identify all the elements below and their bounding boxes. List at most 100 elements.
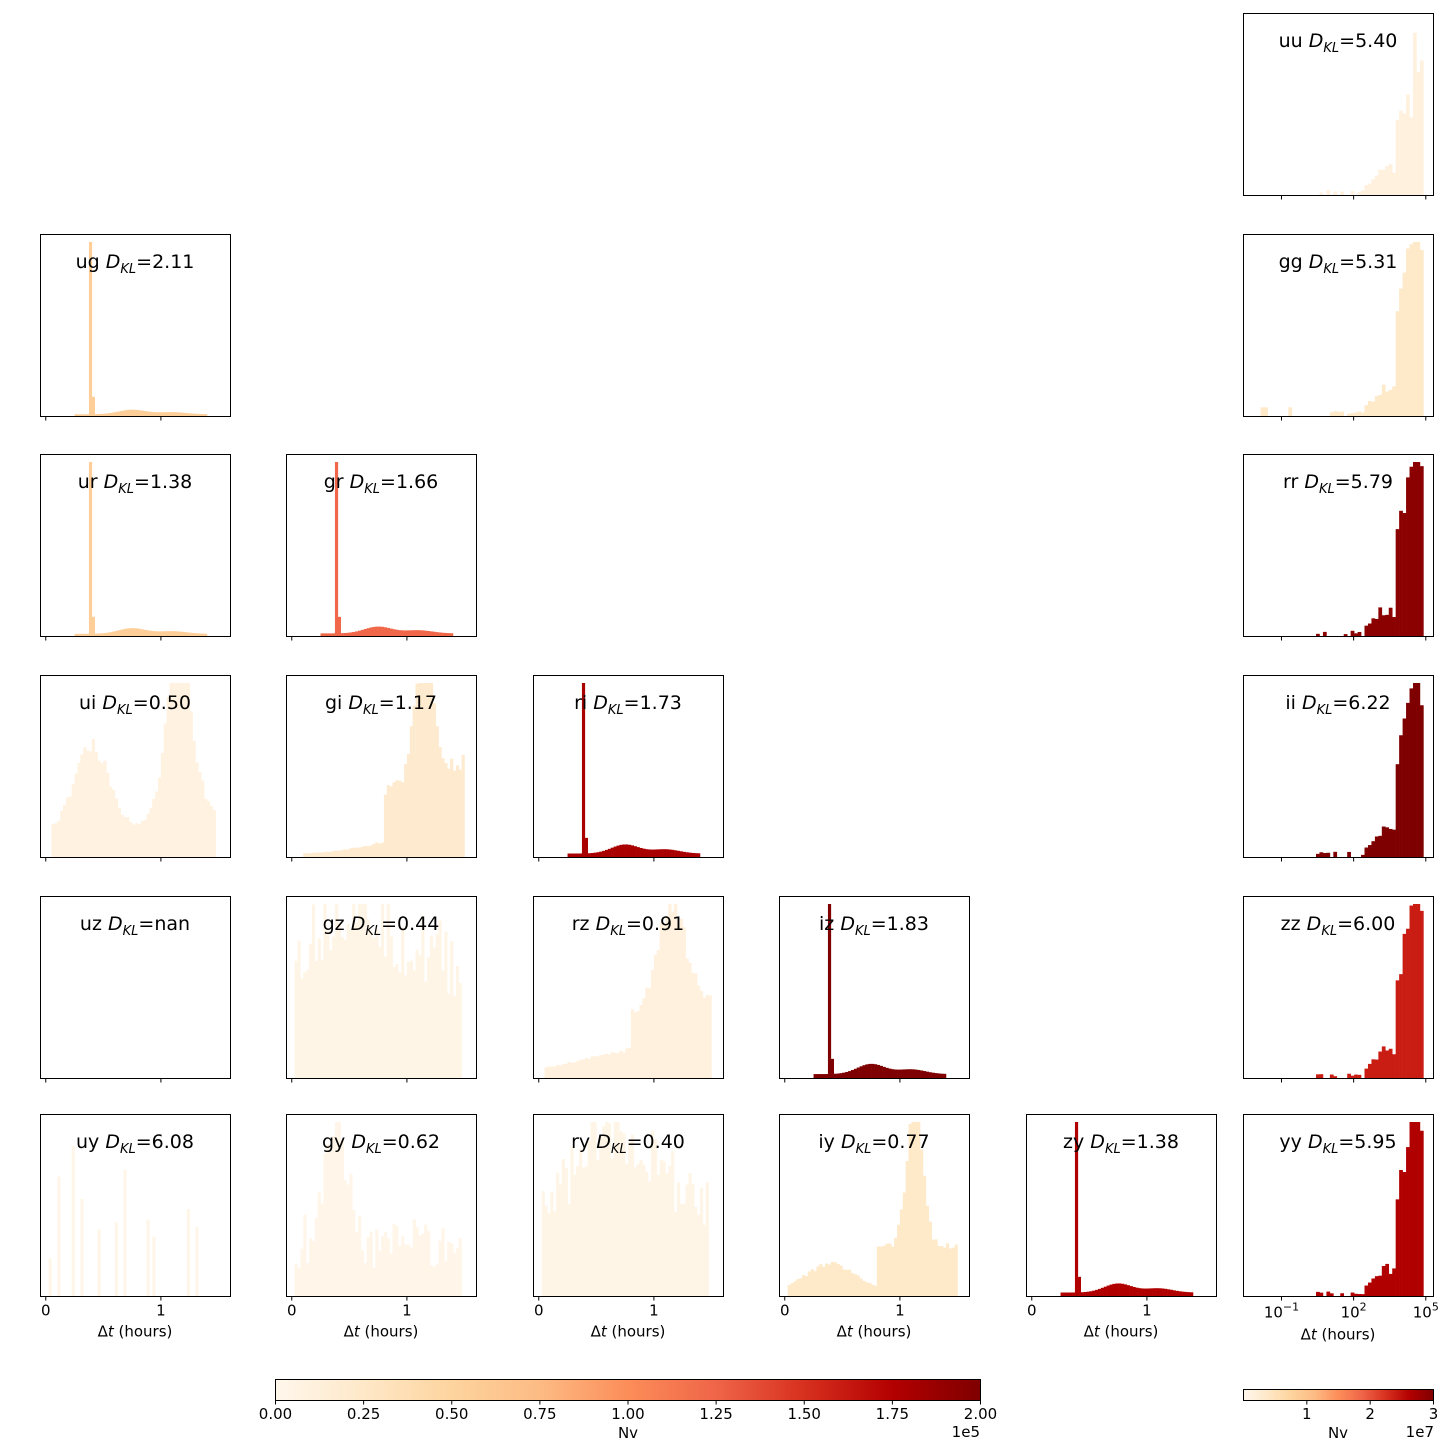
- hist-bar-iy-49: [925, 1205, 929, 1296]
- hist-bar-iy-14: [825, 1263, 829, 1296]
- hist-bar-gi-28: [372, 843, 376, 857]
- panel-uu: uu DKL=5.40: [1243, 13, 1434, 200]
- hist-bar-ui-57: [209, 806, 214, 857]
- hist-bar-ur-11: [77, 633, 81, 636]
- hist-bar-ui-16: [91, 739, 95, 857]
- hist-bar-gz-12: [326, 930, 330, 1078]
- hist-bar-gg-4: [1264, 407, 1268, 416]
- hist-bar-zy-51: [1178, 1291, 1182, 1296]
- hist-bar-zy-44: [1158, 1288, 1162, 1296]
- hist-bar-gy-26: [366, 1237, 370, 1296]
- hist-bar-ug-20: [103, 413, 107, 416]
- panel-zy: zy DKL=1.38 0 1 Δt (hours): [1026, 1114, 1217, 1341]
- hist-bar-zy-36: [1135, 1287, 1139, 1296]
- hist-bar-zy-31: [1121, 1283, 1125, 1296]
- hist-bar-ug-27: [123, 410, 127, 416]
- hist-bar-gz-46: [424, 981, 428, 1078]
- hist-bar-rz-24: [607, 1054, 612, 1078]
- hist-bar-iy-5: [799, 1278, 803, 1296]
- hist-bar-gz-15: [334, 904, 339, 1078]
- hist-bar-ug-29: [129, 409, 133, 416]
- hist-bar-gg-33: [1364, 405, 1369, 416]
- hist-bar-yy-36: [1374, 1276, 1379, 1296]
- hist-bar-ry-23: [604, 1122, 609, 1296]
- hist-bar-rz-4: [550, 1066, 554, 1078]
- hist-bar-ur-36: [149, 630, 153, 636]
- panel-title-rr: rr DKL=5.79: [1283, 471, 1393, 497]
- xtick-label-zy-1: 1: [1142, 1302, 1152, 1320]
- hist-bar-gz-52: [441, 970, 445, 1078]
- hist-bar-gr-41: [409, 630, 413, 636]
- hist-bar-iz-43: [908, 1069, 912, 1078]
- hist-bar-yy-40: [1388, 1273, 1393, 1296]
- hist-bar-rr-48: [1416, 462, 1421, 636]
- hist-bar-ri-11: [570, 853, 574, 857]
- hist-bar-zz-36: [1374, 1059, 1379, 1078]
- hist-bar-iy-38: [894, 1237, 898, 1296]
- hist-bar-gg-23: [1329, 412, 1334, 416]
- panel-frame-iz: [779, 896, 970, 1079]
- hist-bar-iy-17: [833, 1262, 837, 1296]
- hist-bar-gr-18: [343, 633, 347, 636]
- hist-bar-ui-21: [106, 772, 110, 857]
- hist-bar-uu-47: [1412, 32, 1417, 195]
- hist-bar-gr-21: [352, 631, 356, 636]
- hist-bar-gz-11: [323, 904, 327, 1078]
- hist-bar-rr-45: [1406, 477, 1410, 636]
- hist-bar-iy-55: [943, 1247, 947, 1296]
- hist-bar-ui-53: [198, 772, 202, 857]
- hist-bar-ri-22: [602, 850, 606, 857]
- colorbar-linear-label: Nv: [618, 1424, 638, 1442]
- hist-bar-ui-28: [126, 817, 130, 857]
- hist-bar-ri-46: [671, 849, 675, 857]
- hist-bar-ri-10: [567, 853, 571, 857]
- hist-bar-rz-20: [596, 1056, 600, 1078]
- hist-bar-gz-49: [432, 947, 436, 1078]
- panel-frame-uy: [40, 1114, 231, 1297]
- hist-bar-iy-40: [899, 1209, 904, 1296]
- hist-bar-rz-8: [561, 1063, 565, 1078]
- hist-bar-gg-25: [1336, 411, 1341, 416]
- hist-bar-rz-9: [564, 1063, 568, 1078]
- hist-bar-rr-39: [1385, 614, 1390, 636]
- hist-bar-rr-35: [1371, 618, 1376, 636]
- hist-bar-rz-39: [651, 969, 655, 1078]
- hist-bar-gy-27: [369, 1231, 373, 1296]
- colorbar-linear-tick-label-1: 0.25: [347, 1405, 380, 1423]
- hist-bar-gz-47: [427, 957, 431, 1078]
- hist-bar-yy-32: [1361, 1294, 1365, 1296]
- hist-bar-ry-14: [579, 1148, 583, 1296]
- hist-bar-gi-29: [375, 842, 379, 857]
- colorbar-log-panel: 1 2 3 Nv 1e7: [1243, 1389, 1438, 1442]
- hist-bar-ui-12: [80, 754, 84, 857]
- hist-bar-iy-11: [816, 1266, 820, 1296]
- hist-bar-iy-3: [793, 1281, 797, 1296]
- xlabel-zy: Δt (hours): [1084, 1323, 1159, 1341]
- hist-bar-ri-24: [607, 848, 612, 857]
- hist-bar-gi-53: [444, 763, 448, 857]
- hist-bar-rr-29: [1350, 630, 1355, 636]
- hist-bar-ur-12: [80, 633, 84, 636]
- hist-bar-zy-41: [1149, 1288, 1153, 1296]
- hist-bar-uy-49: [186, 1209, 190, 1296]
- panel-frame-ii: [1243, 675, 1434, 858]
- hist-bar-ii-41: [1392, 829, 1396, 857]
- hist-bar-gz-27: [369, 930, 373, 1078]
- panel-gz: gz DKL=0.44: [286, 896, 477, 1083]
- panel-frame-gi: [286, 675, 477, 858]
- panel-frame-uu: [1243, 13, 1434, 196]
- hist-bar-iz-33: [879, 1065, 883, 1078]
- hist-bar-gg-44: [1402, 272, 1407, 416]
- hist-bar-gy-57: [455, 1248, 460, 1296]
- hist-bar-zz-43: [1399, 974, 1403, 1078]
- hist-bar-gz-16: [337, 922, 341, 1078]
- hist-bar-zy-46: [1164, 1288, 1168, 1296]
- hist-bar-gg-39: [1385, 391, 1390, 416]
- hist-bar-iy-10: [813, 1271, 817, 1296]
- hist-bar-ur-47: [181, 631, 185, 636]
- hist-bar-rz-37: [645, 987, 649, 1078]
- colorbar-linear-tick-label-0: 0.00: [259, 1405, 292, 1423]
- hist-bar-gg-3: [1260, 407, 1265, 416]
- hist-bar-iy-51: [931, 1239, 935, 1296]
- hist-bar-iy-23: [850, 1273, 855, 1296]
